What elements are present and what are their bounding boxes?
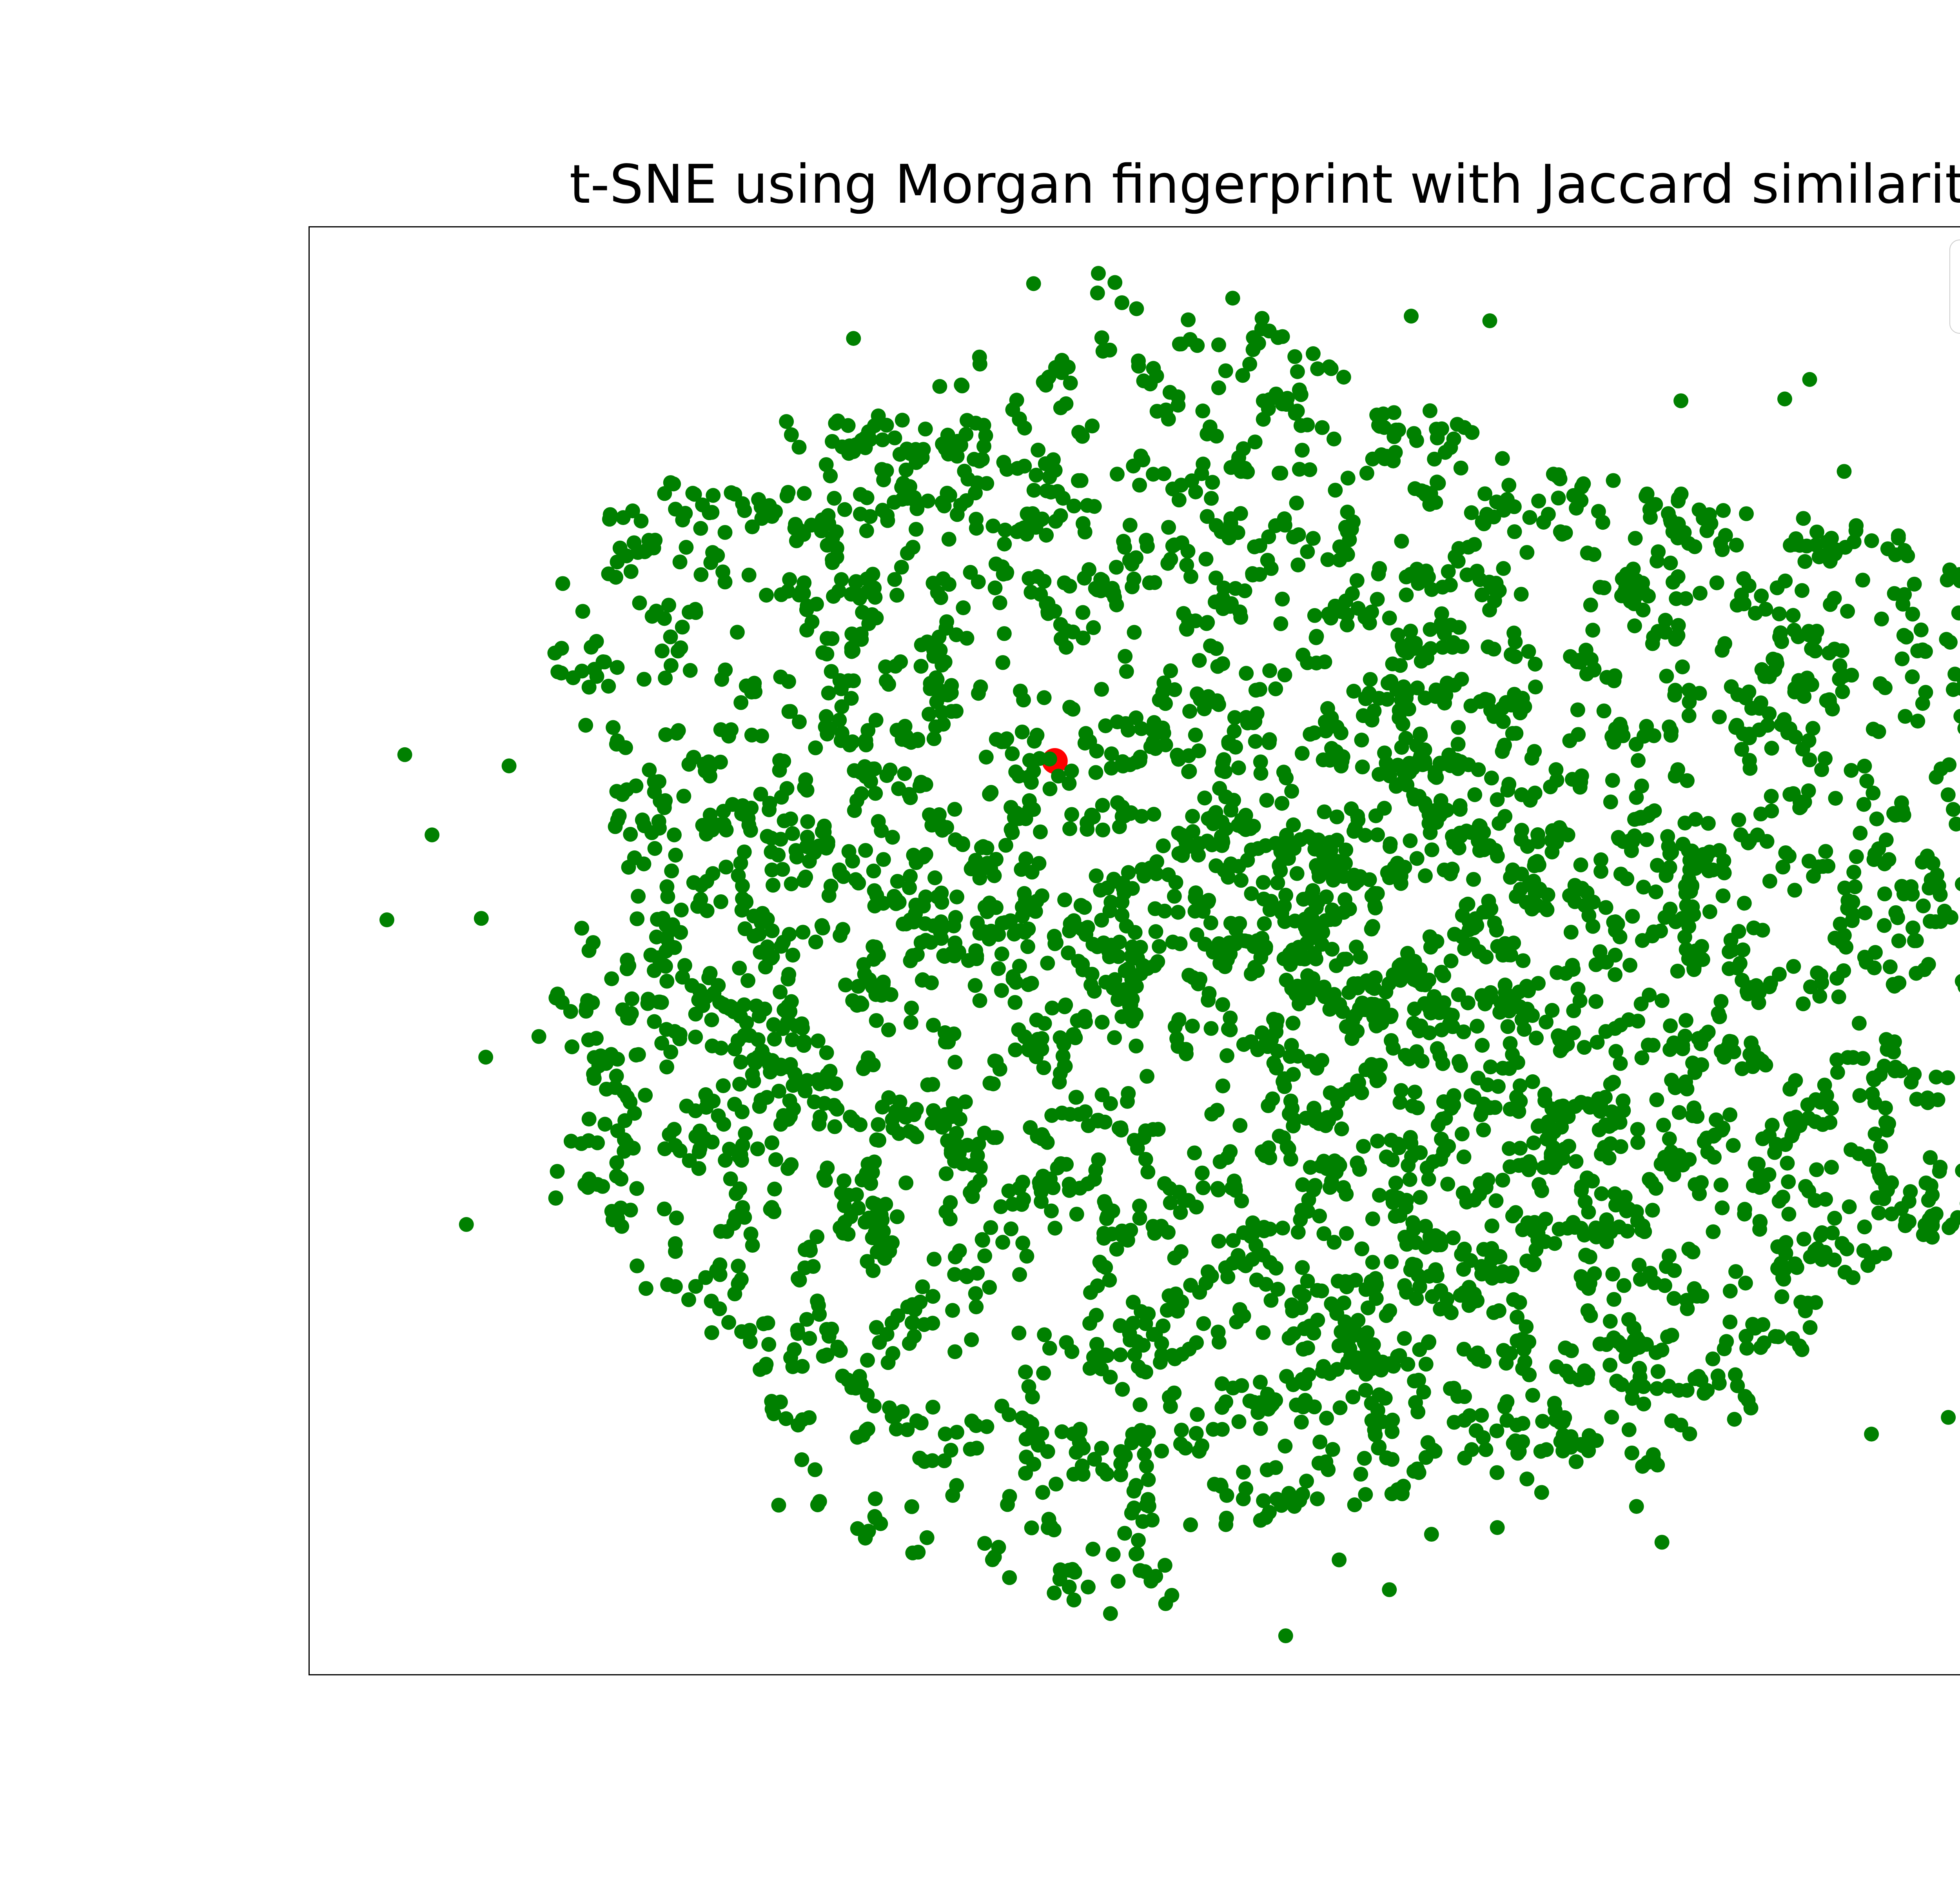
- legend-item-query: Query: [1950, 247, 1960, 287]
- chart-title: t-SNE using Morgan fingerprint with Jacc…: [569, 154, 1960, 216]
- legend-marker-cell: [1950, 300, 1960, 313]
- legend-marker-cell: [1950, 253, 1960, 280]
- legend: Query kinome_cluster: [1949, 240, 1960, 334]
- scatter-canvas: [379, 266, 1960, 1644]
- legend-item-kinome-cluster: kinome_cluster: [1950, 287, 1960, 327]
- plot-area: Query kinome_cluster: [309, 226, 1960, 1675]
